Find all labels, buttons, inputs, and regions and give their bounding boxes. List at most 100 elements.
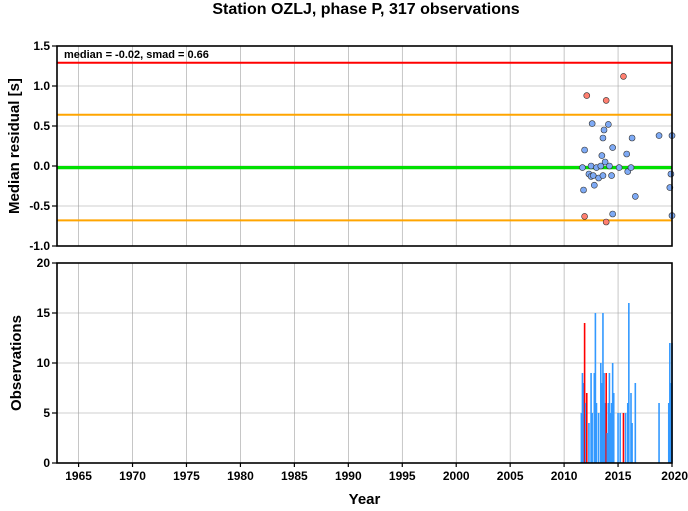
x-tick-label: 2020 xyxy=(661,469,688,483)
observation-bar xyxy=(595,403,598,463)
x-axis-ticks: 1965 1970 1975 1980 1985 1990 1995 2000 2005 2010… xyxy=(65,463,688,483)
residual-point xyxy=(609,144,616,151)
residual-point xyxy=(627,164,635,171)
y-tick-label: 1.0 xyxy=(33,79,50,93)
observation-bar xyxy=(597,413,600,463)
residual-point xyxy=(601,158,609,166)
observation-bar xyxy=(593,373,596,463)
residual-point xyxy=(608,172,615,179)
y-tick-label: 10 xyxy=(37,356,51,370)
residual-point xyxy=(655,132,663,139)
observation-bar xyxy=(608,373,611,463)
residual-point xyxy=(628,134,636,142)
observation-bar xyxy=(603,373,605,463)
observation-bar xyxy=(606,433,609,463)
x-tick-label: 1985 xyxy=(281,469,308,483)
outlier-point xyxy=(581,213,588,220)
residual-point xyxy=(587,162,595,170)
observation-bar xyxy=(628,303,630,463)
x-tick-label: 1980 xyxy=(227,469,254,483)
y-tick-label: 1.5 xyxy=(33,39,50,53)
residual-y-ticks: -1.0 -0.5 0.0 0.5 1.0 1.5 xyxy=(29,39,57,253)
observation-bar xyxy=(609,413,612,463)
x-tick-label: 1975 xyxy=(173,469,200,483)
observation-bar xyxy=(580,413,583,463)
observation-bar xyxy=(594,313,597,463)
chart-title: Station OZLJ, phase P, 317 observations xyxy=(212,1,519,18)
observation-bar xyxy=(584,403,587,463)
residual-panel: -1.0 -0.5 0.0 0.5 1.0 1.5 median = -0.02, sma… xyxy=(6,39,676,253)
outlier-point xyxy=(602,218,610,226)
x-tick-label: 1995 xyxy=(389,469,416,483)
observation-bar xyxy=(617,413,619,463)
outlier-point xyxy=(583,92,591,99)
observation-bar xyxy=(670,383,672,463)
observation-bar xyxy=(631,423,633,463)
residual-reference-lines xyxy=(57,61,672,222)
observation-bar xyxy=(591,413,593,463)
outlier-point xyxy=(620,73,627,80)
residual-point xyxy=(581,146,588,154)
residual-point xyxy=(605,121,612,128)
x-axis-label: Year xyxy=(349,491,381,508)
residual-point xyxy=(600,126,608,134)
x-tick-label: 1970 xyxy=(119,469,146,483)
y-tick-label: 20 xyxy=(37,256,51,270)
y-tick-label: 15 xyxy=(37,306,51,320)
observation-bar xyxy=(581,373,584,463)
y-tick-label: 5 xyxy=(43,406,50,420)
observation-bar xyxy=(667,403,670,463)
y-tick-label: 0.0 xyxy=(33,159,50,173)
residual-point xyxy=(599,134,607,142)
y-tick-label: 0 xyxy=(43,456,50,470)
residual-points xyxy=(579,73,676,226)
residual-point xyxy=(589,172,597,179)
observation-bar xyxy=(583,323,586,463)
x-tick-label: 1990 xyxy=(335,469,362,483)
residual-point xyxy=(599,172,607,179)
y-tick-label: -1.0 xyxy=(29,239,50,253)
observation-bar xyxy=(588,423,590,463)
residual-point xyxy=(588,120,596,127)
residual-frame xyxy=(56,45,673,247)
residual-point xyxy=(580,186,587,194)
x-tick-label: 2015 xyxy=(605,469,632,483)
observations-panel: 0 5 10 15 20 1965 1970 1975 1980 1985 1990 1995 200… xyxy=(8,256,688,508)
observation-bar xyxy=(611,363,614,463)
observations-y-ticks: 0 5 10 15 20 xyxy=(37,256,57,470)
observation-bar xyxy=(604,403,606,463)
residual-point xyxy=(597,162,605,170)
observation-bars xyxy=(580,303,673,463)
x-tick-label: 1965 xyxy=(65,469,92,483)
observation-bar xyxy=(619,413,622,463)
median-smad-annotation: median = -0.02, smad = 0.66 xyxy=(64,49,209,61)
observation-bar xyxy=(624,413,627,463)
residual-y-axis-label: Median residual [s] xyxy=(6,78,23,214)
observation-bar xyxy=(605,373,607,463)
residual-point xyxy=(591,181,598,189)
observation-bar xyxy=(582,383,585,463)
residual-point xyxy=(623,150,630,158)
residual-point xyxy=(632,193,639,200)
residual-grid xyxy=(57,45,673,247)
residual-point xyxy=(609,210,616,218)
observation-bar xyxy=(634,383,637,463)
observation-bar xyxy=(610,403,613,463)
x-tick-label: 2010 xyxy=(551,469,578,483)
residual-point xyxy=(598,152,606,159)
observation-bar xyxy=(599,363,602,463)
outlier-point xyxy=(602,97,610,104)
observations-grid xyxy=(57,262,673,464)
y-tick-label: -0.5 xyxy=(29,199,50,213)
residual-point xyxy=(615,164,623,171)
residual-point xyxy=(606,162,613,170)
observation-bar xyxy=(607,403,610,463)
observation-bar xyxy=(669,343,671,463)
y-tick-label: 0.5 xyxy=(33,119,50,133)
residual-point xyxy=(579,164,586,171)
observation-bar xyxy=(612,393,615,463)
x-tick-label: 2005 xyxy=(497,469,524,483)
observation-bar xyxy=(590,373,592,463)
observation-bar xyxy=(601,383,603,463)
observations-y-axis-label: Observations xyxy=(8,315,25,411)
